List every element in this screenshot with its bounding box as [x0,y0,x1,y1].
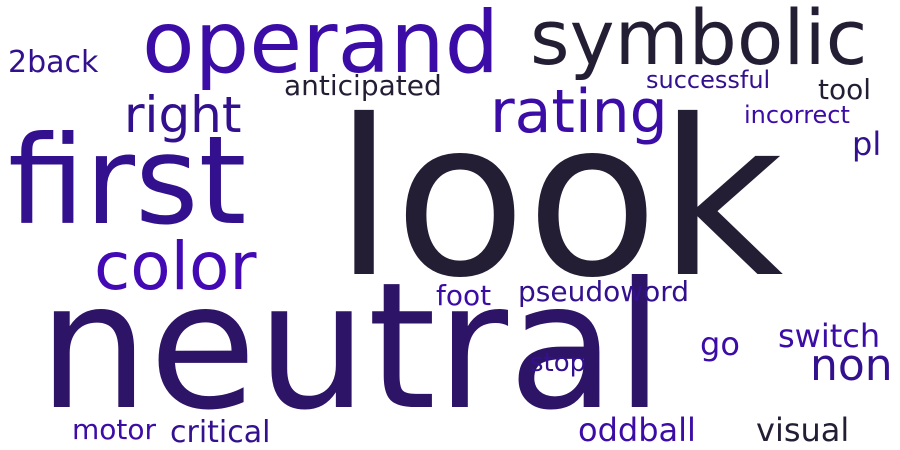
word-look: look [334,74,784,325]
word-2back: 2back [8,45,99,80]
word-incorrect: incorrect [744,101,850,129]
word-visual: visual [756,411,850,449]
word-first: first [8,110,247,252]
word-symbolic: symbolic [530,0,868,82]
word-successful: successful [646,66,771,94]
word-pseudoword: pseudoword [518,275,690,308]
word-stop: stop [530,348,587,378]
word-motor: motor [72,413,157,446]
word-neutral: neutral [38,246,664,449]
word-go: go [700,325,740,363]
word-foot: foot [436,279,492,312]
word-tool: tool [818,73,872,106]
word-non: non [810,340,893,391]
word-right: right [124,86,242,144]
word-critical: critical [170,415,271,450]
word-switch: switch [778,317,881,355]
word-color: color [94,228,257,305]
word-pl: pl [852,125,882,163]
word-rating: rating [490,77,668,147]
word-operand: operand [142,0,500,93]
word-oddball: oddball [578,411,696,449]
word-anticipated: anticipated [284,69,442,102]
